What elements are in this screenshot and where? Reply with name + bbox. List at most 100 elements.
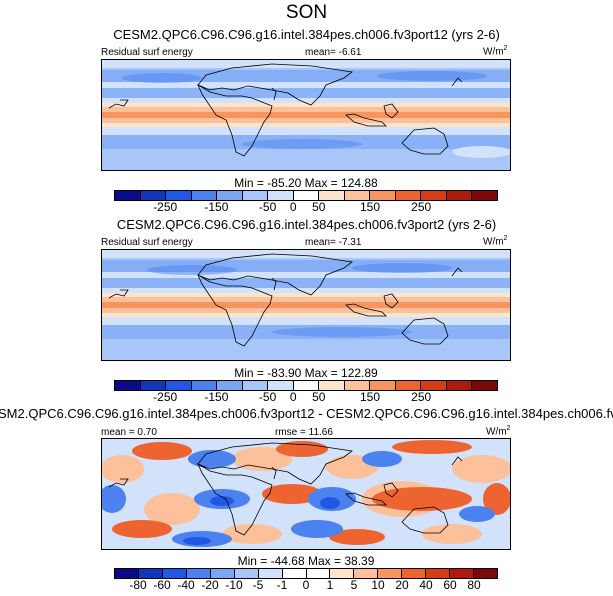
- panel-2-min-label: Min =: [234, 366, 264, 380]
- colorbar-swatch: [446, 381, 473, 390]
- panel-1-mean-label: mean=: [305, 47, 336, 58]
- panel-1-map: [101, 59, 511, 171]
- colorbar-tick-label: 150: [359, 390, 381, 404]
- panel-1-min-value: -85.20: [267, 176, 302, 190]
- colorbar-swatch: [370, 381, 396, 390]
- panel-1-max-value: 124.88: [341, 176, 378, 190]
- colorbar-swatch: [162, 569, 187, 578]
- colorbar-swatch: [402, 569, 427, 578]
- colorbar-swatch: [166, 191, 192, 200]
- colorbar-swatch: [210, 569, 235, 578]
- colorbar-tick-label: 250: [411, 390, 432, 404]
- panel-1-min-max: Min = -85.20 Max = 124.88: [101, 176, 511, 190]
- colorbar-tick-label: 50: [312, 200, 326, 214]
- panel-3-mean-label: mean =: [101, 427, 135, 438]
- panel-3-max-value: 38.39: [344, 554, 375, 568]
- panel-2-map: [101, 249, 511, 361]
- colorbar-swatch: [472, 381, 497, 390]
- panel-1-variable-label: Residual surf energy: [101, 47, 193, 58]
- panel-3-min-label: Min =: [237, 554, 268, 568]
- panel-3-rmse-value: 11.66: [308, 427, 333, 438]
- colorbar-tick-label: -150: [204, 200, 229, 214]
- colorbar-tick-label: 150: [359, 200, 381, 214]
- colorbar-swatch: [115, 191, 141, 200]
- colorbar-swatch: [217, 381, 243, 390]
- colorbar-swatch: [370, 191, 396, 200]
- colorbar-swatch: [217, 191, 243, 200]
- colorbar-tick-label: 0: [302, 578, 310, 592]
- colorbar-tick-label: 50: [312, 390, 326, 404]
- colorbar-tick-label: 250: [411, 200, 432, 214]
- panel-1-min-label: Min =: [234, 176, 264, 190]
- panel-3-map-svg: [102, 439, 510, 549]
- colorbar-swatch: [378, 569, 403, 578]
- colorbar-tick-label: 60: [443, 578, 457, 592]
- colorbar-tick-label: -80: [129, 578, 147, 592]
- colorbar-swatch: [268, 381, 294, 390]
- colorbar-swatch: [474, 569, 497, 578]
- colorbar-swatch: [472, 191, 497, 200]
- colorbar-tick-label: -40: [177, 578, 195, 592]
- colorbar-swatch: [191, 191, 218, 200]
- panel-1-title: CESM2.QPC6.C96.C96.g16.intel.384pes.ch00…: [113, 27, 500, 42]
- colorbar-swatch: [344, 381, 371, 390]
- colorbar-swatch: [268, 191, 294, 200]
- colorbar-swatch: [115, 381, 141, 390]
- colorbar-tick-label: -1: [276, 578, 288, 592]
- colorbar-swatch: [450, 569, 475, 578]
- colorbar-swatch: [138, 569, 163, 578]
- panel-2-mean: mean= -7.31: [305, 237, 361, 248]
- colorbar-swatch: [344, 191, 371, 200]
- panel-3-max-label: Max =: [308, 554, 342, 568]
- colorbar-tick-label: -50: [258, 390, 277, 404]
- colorbar-2: [114, 380, 498, 391]
- panel-1-map-svg: [102, 60, 510, 170]
- colorbar-swatch: [395, 191, 422, 200]
- panel-3-units: W/m2: [486, 425, 511, 438]
- colorbar-tick-label: -60: [153, 578, 171, 592]
- figure-title: SON: [285, 2, 328, 23]
- colorbar-1: [114, 190, 498, 201]
- colorbar-swatch: [426, 569, 451, 578]
- colorbar-tick-label: -5: [252, 578, 264, 592]
- colorbar-tick-label: -250: [153, 200, 178, 214]
- panel-3-mean-value: 0.70: [137, 427, 157, 438]
- colorbar-tick-label: -250: [153, 390, 178, 404]
- colorbar-swatch: [293, 191, 320, 200]
- panel-2-units: W/m2: [483, 235, 508, 248]
- panel-2-mean-value: -7.31: [338, 237, 362, 248]
- colorbar-swatch: [242, 191, 269, 200]
- colorbar-tick-label: 5: [350, 578, 358, 592]
- panel-3-rmse-label: rmse =: [275, 427, 306, 438]
- colorbar-swatch: [282, 569, 307, 578]
- colorbar-swatch: [115, 569, 139, 578]
- colorbar-swatch: [140, 191, 167, 200]
- colorbar-swatch: [319, 381, 345, 390]
- colorbar-tick-label: -20: [201, 578, 219, 592]
- colorbar-tick-label: 20: [395, 578, 409, 592]
- colorbar-3: [114, 568, 498, 579]
- colorbar-swatch: [186, 569, 211, 578]
- panel-2-variable-label: Residual surf energy: [101, 237, 193, 248]
- colorbar-swatch: [446, 191, 473, 200]
- colorbar-swatch: [234, 569, 259, 578]
- colorbar-tick-label: 80: [467, 578, 481, 592]
- colorbar-tick-label: -50: [258, 200, 277, 214]
- colorbar-swatch: [140, 381, 167, 390]
- panel-3-min-max: Min = -44.68 Max = 38.39: [101, 554, 511, 568]
- colorbar-swatch: [293, 381, 320, 390]
- panel-2-title: CESM2.QPC6.C96.C96.g16.intel.384pes.ch00…: [116, 217, 497, 232]
- colorbar-tick-label: 0: [289, 390, 297, 404]
- colorbar-swatch: [421, 381, 447, 390]
- panel-2-mean-label: mean=: [305, 237, 336, 248]
- panel-2-max-label: Max =: [304, 366, 338, 380]
- colorbar-tick-label: -150: [204, 390, 229, 404]
- colorbar-tick-label: 10: [371, 578, 385, 592]
- colorbar-tick-label: 1: [326, 578, 334, 592]
- panel-1-max-label: Max =: [304, 176, 338, 190]
- panel-3-title: SM2.QPC6.C96.C96.g16.intel.384pes.ch006.…: [0, 406, 613, 421]
- colorbar-swatch: [258, 569, 283, 578]
- panel-3-map: [101, 438, 511, 550]
- panel-1-mean: mean= -6.61: [305, 47, 361, 58]
- colorbar-swatch: [166, 381, 192, 390]
